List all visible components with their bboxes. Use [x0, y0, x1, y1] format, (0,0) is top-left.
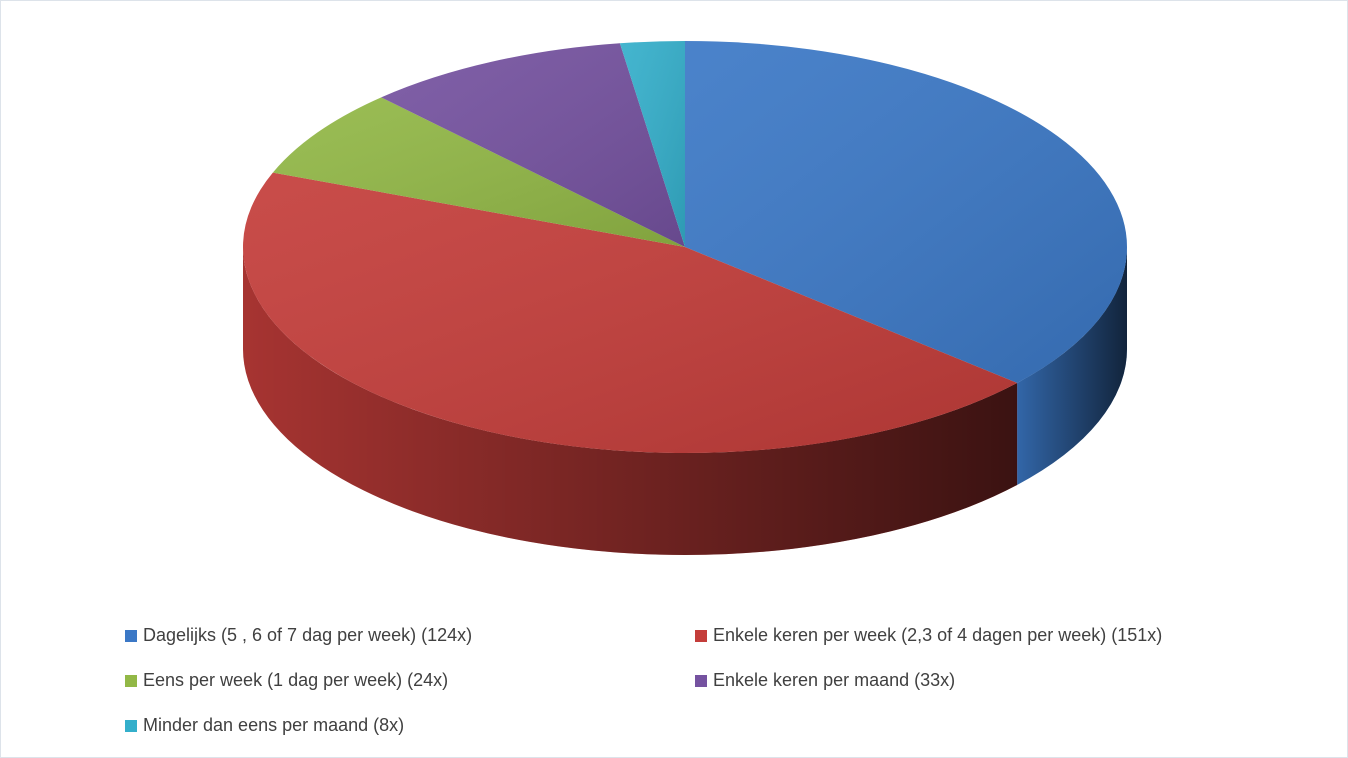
- slice-gloss: [685, 41, 1128, 383]
- legend-swatch: [125, 630, 137, 642]
- slice-gloss: [272, 97, 685, 248]
- slice-side-shade: [243, 247, 1018, 555]
- slice-gloss: [381, 43, 685, 247]
- legend-swatch: [695, 630, 707, 642]
- legend-label: Enkele keren per week (2,3 of 4 dagen pe…: [713, 625, 1162, 645]
- legend: Dagelijks (5 , 6 of 7 dag per week) (124…: [125, 625, 1162, 735]
- legend-label: Dagelijks (5 , 6 of 7 dag per week) (124…: [143, 625, 472, 645]
- legend-label: Enkele keren per maand (33x): [713, 670, 955, 690]
- legend-label: Minder dan eens per maand (8x): [143, 715, 404, 735]
- legend-swatch: [695, 675, 707, 687]
- slice-gloss: [619, 41, 685, 247]
- legend-swatch: [125, 675, 137, 687]
- legend-label: Eens per week (1 dag per week) (24x): [143, 670, 448, 690]
- slice-gloss: [242, 172, 1018, 454]
- legend-swatch: [125, 720, 137, 732]
- pie: [242, 41, 1128, 555]
- slice-side-shade: [1017, 247, 1127, 485]
